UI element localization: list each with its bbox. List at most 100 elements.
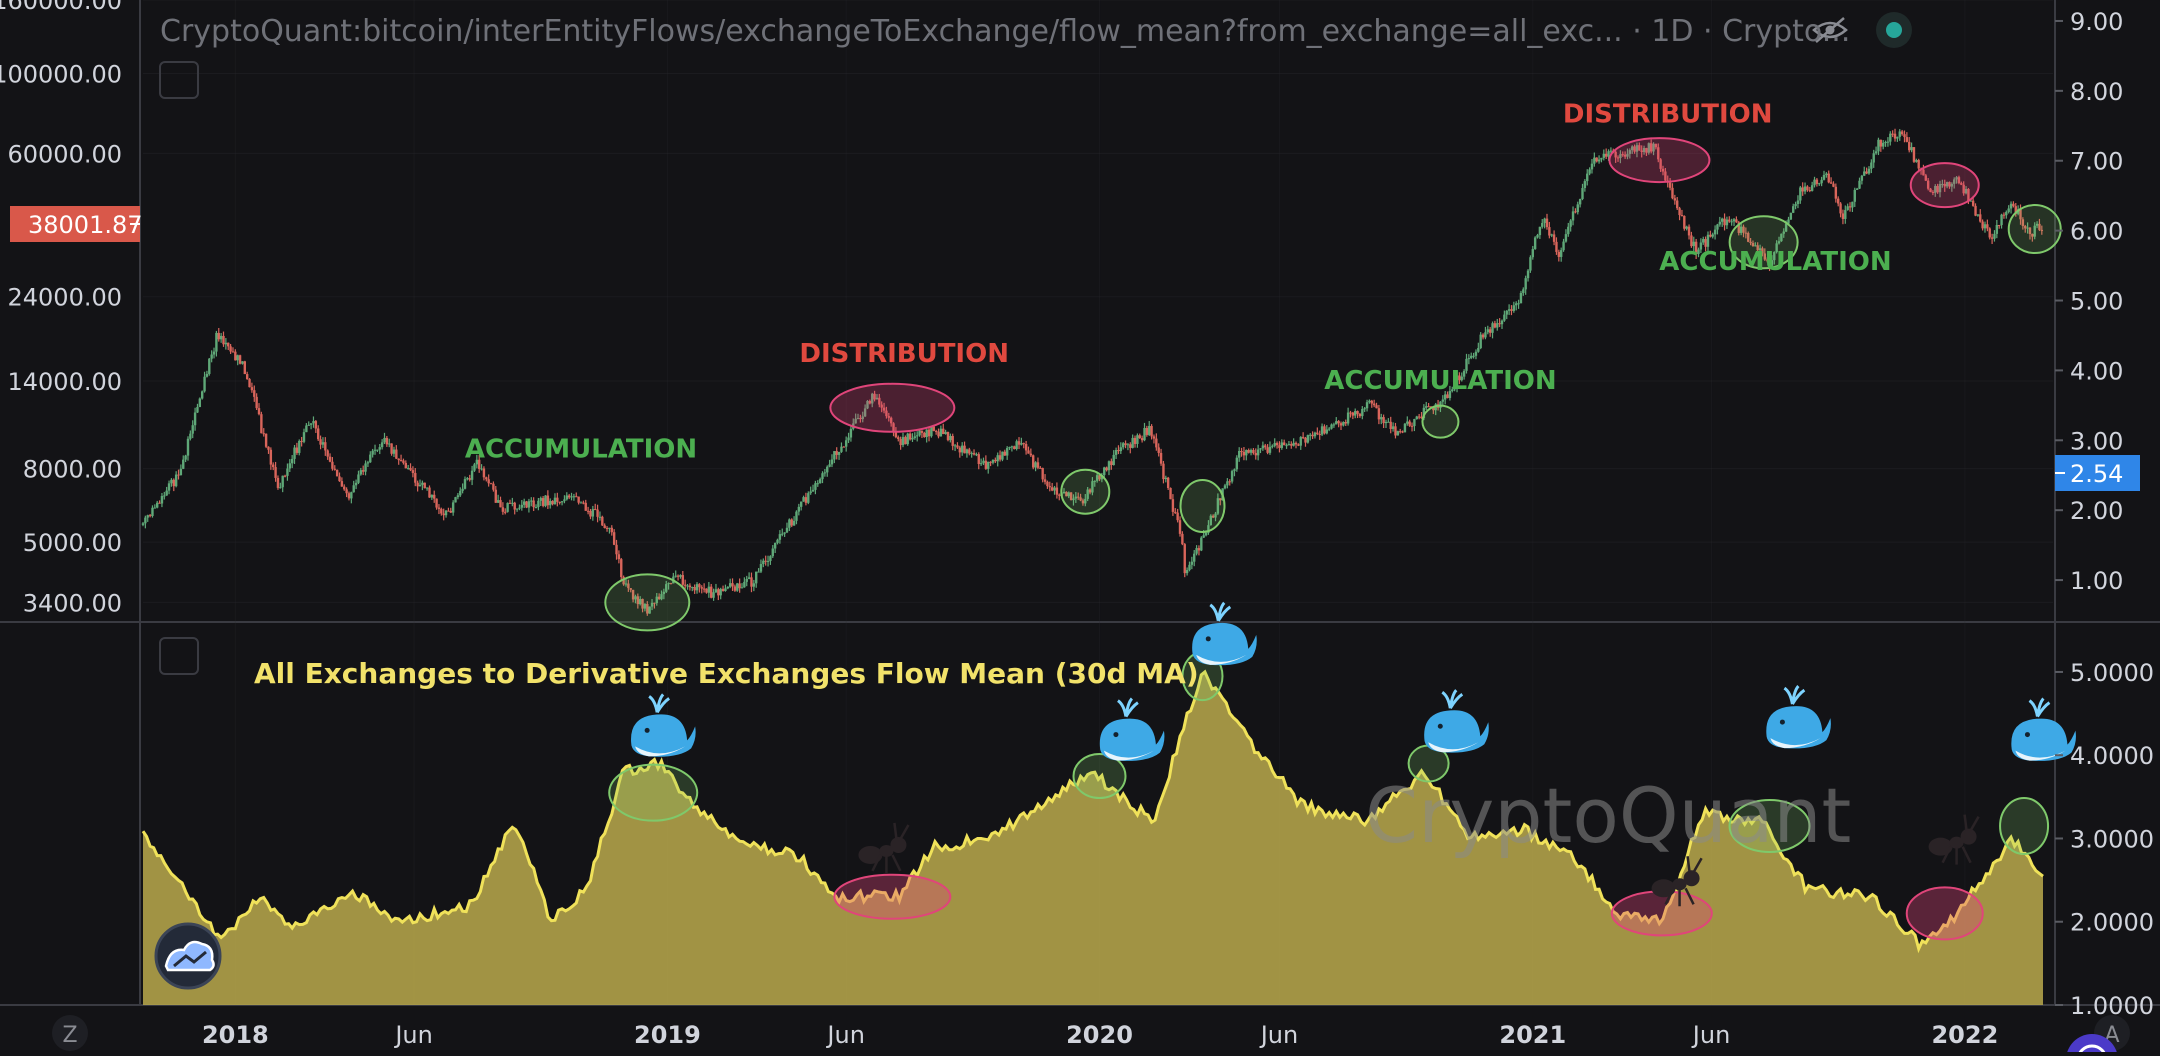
price-candle-body [1934, 186, 1937, 193]
price-candle-body [208, 358, 211, 374]
secondary-axis[interactable]: 9.00 8.00 7.00 6.00 5.00 4.00 3.00 2.00 1.00 [2055, 8, 2123, 595]
whale-spout [1117, 697, 1139, 718]
price-candle-body [350, 492, 353, 499]
price-candle-body [797, 506, 801, 512]
price-candle-body [631, 589, 635, 600]
whale-spout [1209, 601, 1232, 622]
price-candle-body [1335, 421, 1338, 425]
price-candle-body [1188, 564, 1191, 571]
price-candle-body [681, 575, 685, 585]
price-candle-body [643, 604, 647, 609]
price-candle-body [1702, 239, 1705, 243]
series-title[interactable]: CryptoQuant:bitcoin/interEntityFlows/exc… [160, 14, 1851, 49]
price-candle-body [1737, 222, 1740, 233]
time-tick-label: 2019 [634, 1021, 701, 1049]
price-candle-body [165, 490, 168, 496]
price-candle-body [885, 410, 888, 417]
price-candle-body [520, 504, 524, 508]
price-candle-body [721, 588, 725, 591]
status-dot-icon[interactable] [1876, 12, 1912, 48]
price-candle-body [1320, 426, 1324, 435]
price-candle-body [1794, 203, 1797, 207]
price-candle-body [1384, 421, 1388, 424]
price-axis[interactable]: 160000.00 100000.00 60000.00 24000.00 14000.… [0, 0, 122, 617]
price-candle-body [1479, 334, 1482, 349]
price-candle-body [1578, 199, 1582, 205]
z-button[interactable]: Z [52, 1015, 88, 1051]
price-candle-body [1488, 329, 1492, 333]
price-candle-body [2000, 214, 2003, 226]
price-candle-body [1562, 241, 1565, 251]
price-candle-body [710, 586, 713, 598]
price-tick-label: 14000.00 [7, 368, 122, 396]
price-candle-body [1877, 139, 1880, 152]
price-candle-body [1086, 489, 1089, 499]
price-candle-body [456, 495, 460, 498]
time-tick-label: 2018 [202, 1021, 269, 1049]
price-candle-body [1995, 224, 1999, 234]
price-candle-body [1448, 391, 1452, 398]
price-candle-body [546, 495, 550, 506]
price-candle-body [835, 451, 838, 455]
price-candle-body [866, 400, 869, 409]
price-candle-body [1652, 143, 1655, 152]
eye-off-icon[interactable] [1812, 17, 1848, 43]
annotation-label: DISTRIBUTION [1563, 100, 1773, 130]
time-axis[interactable]: 2018 Jun 2019 Jun 2020 Jun 2021 Jun 2022 [202, 1021, 1998, 1049]
price-candle-body [406, 467, 410, 469]
price-candle-body [1680, 215, 1684, 217]
price-candle-body [738, 583, 741, 589]
price-candle-body [1967, 189, 1970, 202]
price-candle-body [444, 510, 448, 516]
price-candle-body [1801, 187, 1804, 192]
price-candle-body [949, 435, 952, 441]
price-candle-body [638, 598, 642, 605]
price-candle-body [1948, 182, 1951, 187]
price-candle-body [388, 443, 391, 445]
price-candle-body [1557, 251, 1561, 257]
price-candle-body [191, 425, 194, 434]
price-highlight-ellipse [1421, 404, 1460, 439]
price-candle-body [740, 587, 744, 589]
price-candle-body [541, 498, 545, 506]
whale-belly [1428, 742, 1479, 753]
price-candle-body [1484, 332, 1487, 338]
price-candle-body [560, 501, 564, 503]
price-candle-body [691, 587, 694, 589]
price-candle-body [1091, 481, 1094, 493]
price-candle-body [314, 421, 318, 429]
price-candle-body [1896, 136, 1899, 139]
price-candle-body [451, 502, 455, 513]
price-candle-body [939, 428, 943, 437]
price-candle-body [428, 487, 431, 498]
secondary-tick-label: 1.00 [2070, 567, 2123, 595]
price-candle-body [1529, 257, 1532, 271]
price-candle-body [762, 560, 765, 565]
price-candle-body [392, 449, 396, 454]
price-candle-body [1780, 233, 1783, 242]
flow-markers [631, 601, 2076, 907]
price-candle-body [1282, 442, 1286, 446]
price-candle-body [1770, 260, 1774, 268]
pane-toggle-box[interactable] [159, 61, 199, 99]
time-tick-label: Jun [1691, 1021, 1731, 1049]
price-candle-body [1185, 570, 1189, 574]
last-price-label: 38001.87 [28, 211, 143, 239]
price-candle-body [1926, 180, 1930, 189]
price-candle-body [1003, 451, 1007, 456]
price-candle-body [960, 445, 964, 453]
price-candle-body [418, 484, 422, 487]
pane-toggle-box-lower[interactable] [159, 637, 199, 675]
price-candle-body [1879, 139, 1883, 147]
corner-help-icon[interactable] [2066, 1034, 2118, 1056]
price-candle-body [861, 416, 864, 420]
price-candle-body [826, 466, 829, 473]
price-candle-body [1013, 446, 1016, 450]
price-candle-body [1908, 141, 1911, 151]
price-candle-body [2026, 227, 2029, 229]
price-candle-body [1765, 259, 1769, 261]
price-candle-body [522, 501, 526, 505]
price-candle-body [385, 437, 389, 445]
price-candle-body [399, 460, 403, 462]
